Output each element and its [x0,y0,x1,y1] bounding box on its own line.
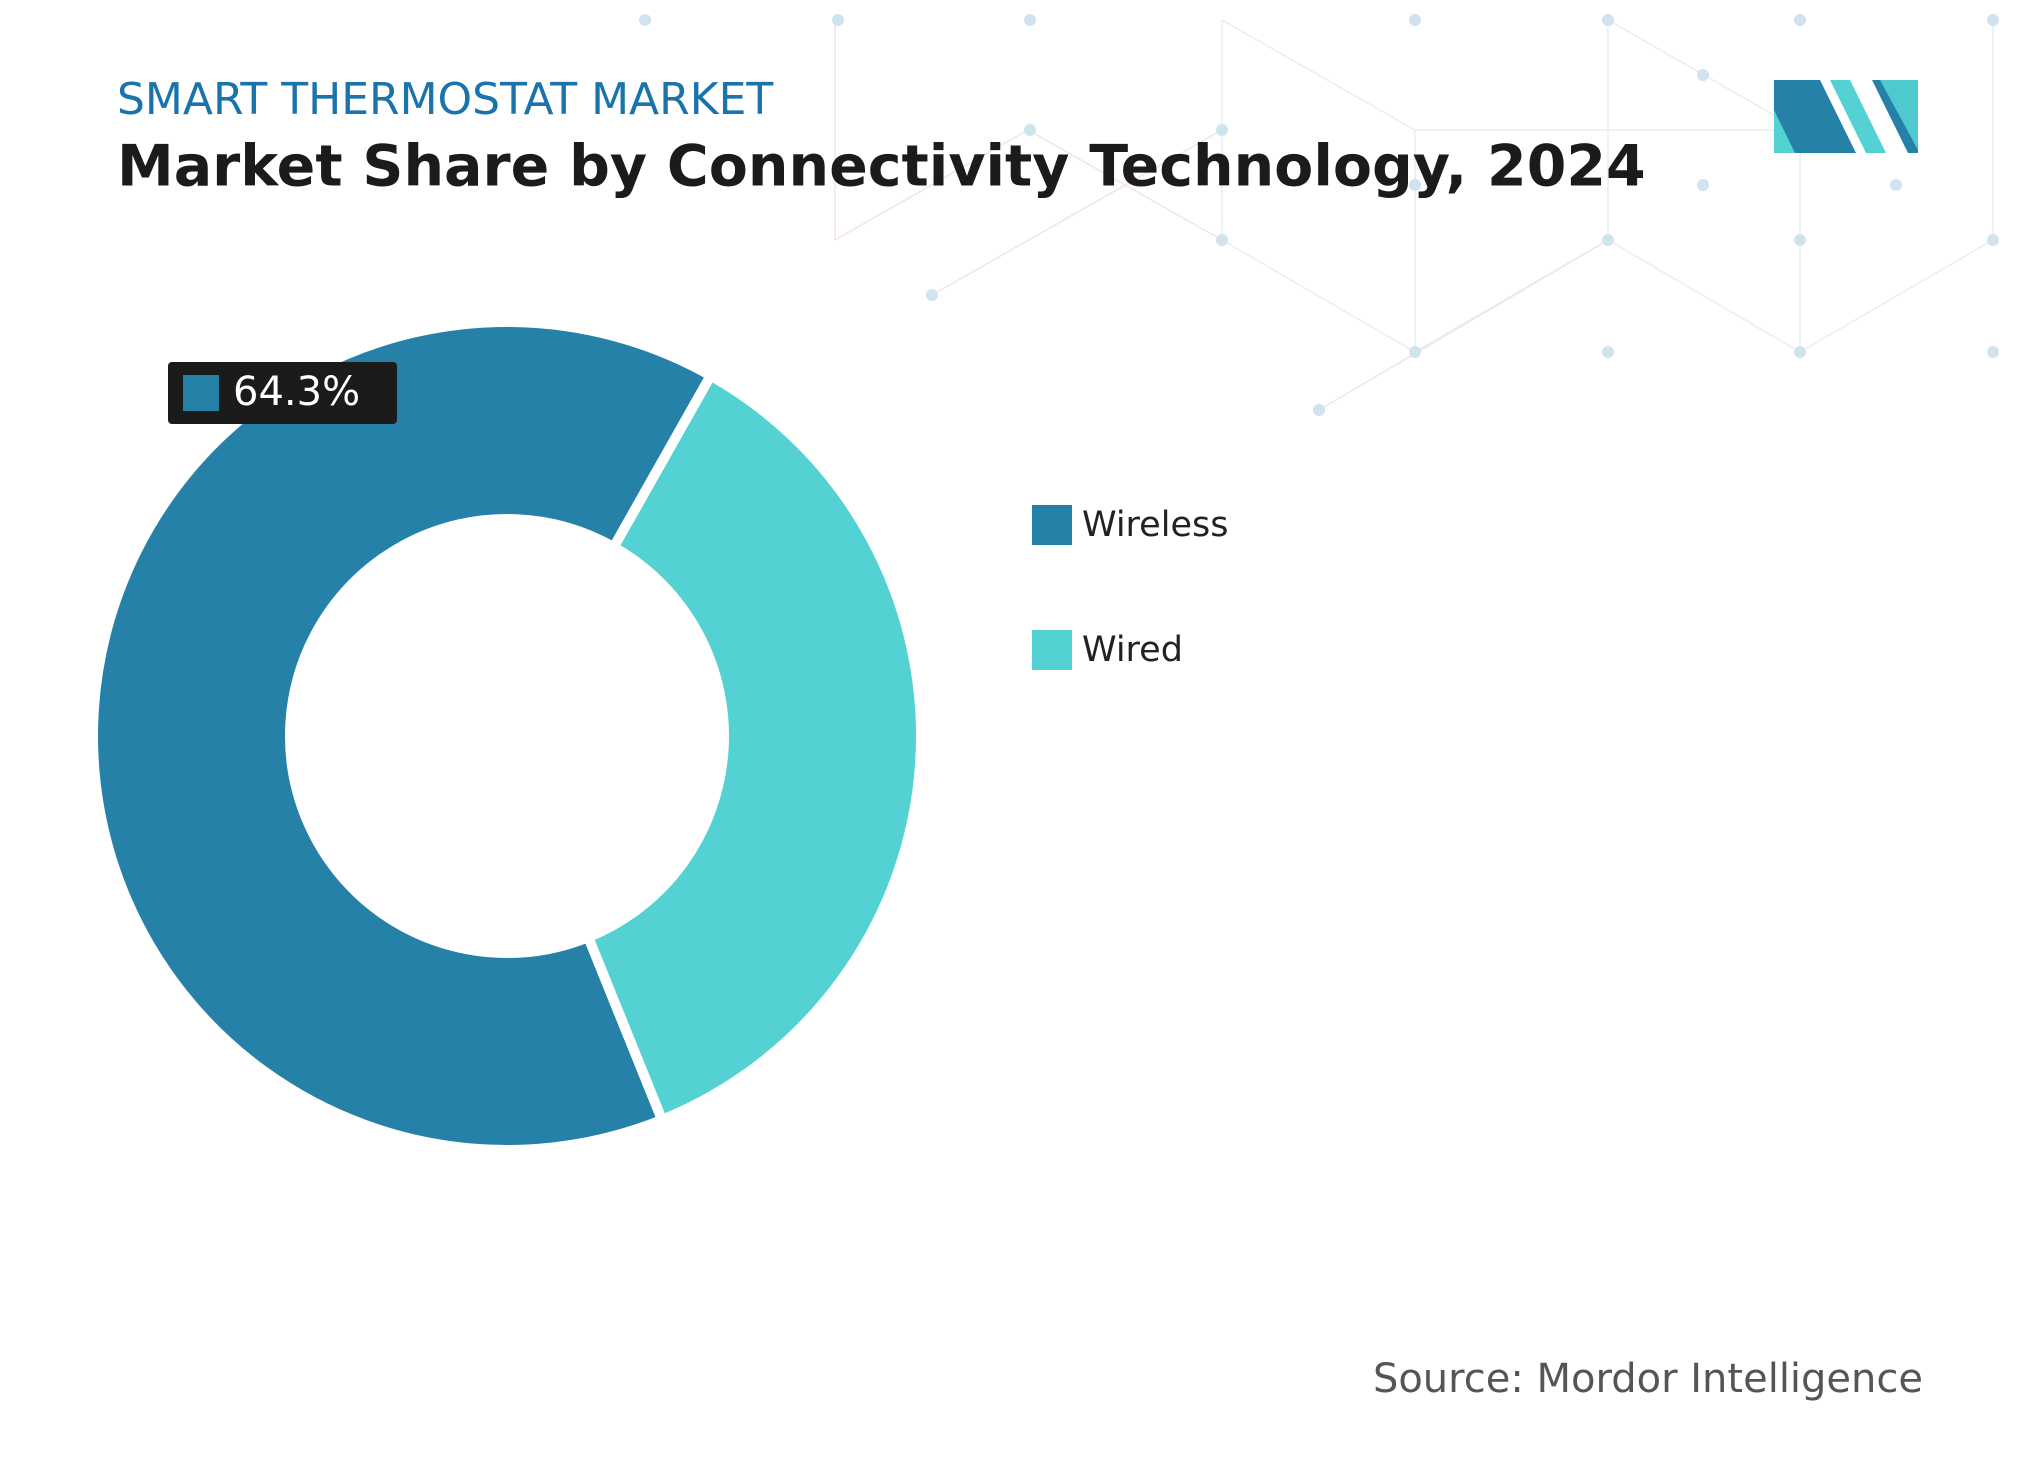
legend-label: Wireless [1082,505,1228,545]
legend-swatch [1032,505,1072,545]
donut-slice [87,317,718,1155]
value-label: 64.3% [233,369,360,415]
chart-title: Market Share by Connectivity Technology,… [117,134,1646,200]
background-dots [639,14,1999,416]
donut-slice [581,368,926,1127]
chart-subtitle: SMART THERMOSTAT MARKET [117,74,773,125]
legend-swatch [1032,630,1072,670]
value-label-swatch [183,375,219,411]
value-label-box [168,362,397,424]
legend-label: Wired [1082,630,1183,670]
source: Source: Mordor Intelligence [1373,1356,1923,1402]
logo [1774,80,1918,153]
